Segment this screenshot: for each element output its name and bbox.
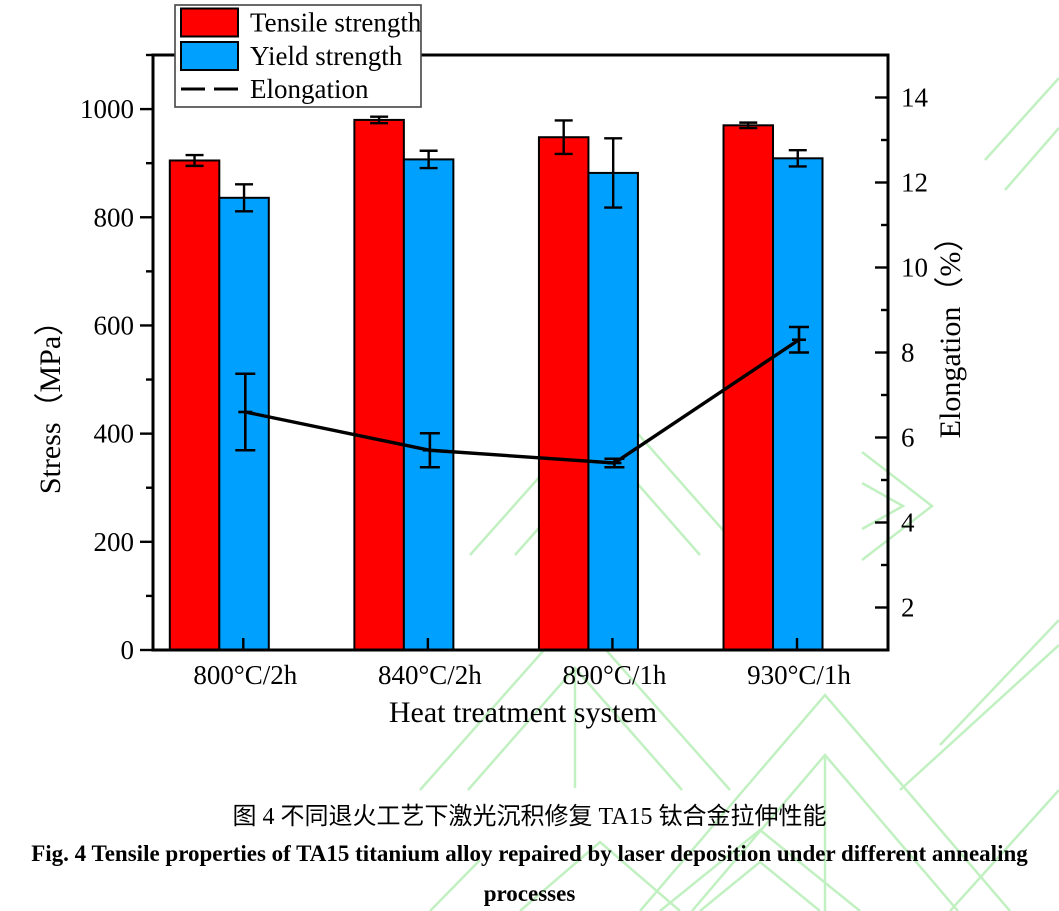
legend-swatch [180,41,239,71]
x-axis-title: Heat treatment system [389,696,657,729]
right-axis-tick-label: 14 [901,83,929,113]
tensile-bar [353,118,405,651]
tensile-bar [722,124,775,652]
bar-error-bars [185,115,807,213]
x-axis-tick-label: 930°C/1h [747,660,851,690]
caption-chinese: 图 4 不同退火工艺下激光沉积修复 TA15 钛合金拉伸性能 [232,804,827,830]
watermark-chevron [639,693,1011,911]
legend-label: Tensile strength [250,8,422,38]
axis-titles: Stress（MPa） Elongation（%） Heat treatment s… [34,222,967,729]
watermark-chevron [429,859,481,911]
axis-ticks [140,53,888,652]
watermark-chevrons [419,77,1059,911]
left-axis-tick-label: 0 [121,635,135,665]
left-axis-tick-label: 800 [94,202,135,232]
right-axis-tick-label: 10 [901,253,928,283]
left-axis-title: Stress（MPa） [34,306,67,494]
right-axis-tick-label: 12 [901,168,928,198]
bars-group [168,118,824,652]
yield-bar [587,171,639,651]
watermark-chevron [1004,127,1059,191]
right-axis-tick-label: 8 [901,338,915,368]
yield-bar [772,157,824,651]
right-axis-tick-label: 4 [901,508,915,538]
left-axis-tick-label: 200 [94,527,135,557]
x-axis-tick-label: 800°C/2h [193,660,297,690]
watermark-chevron [939,619,1059,746]
legend-label: Yield strength [250,41,403,71]
watermark-chevron [899,644,1059,791]
watermark-chevron [699,860,821,911]
legend-swatch [180,7,239,38]
watermark-chevron [949,789,1059,911]
right-axis-title: Elongation（%） [934,222,967,439]
elongation-line [244,338,800,465]
axis-tick-labels: 0 200 400 600 800 1000 2 4 6 8 10 12 14 800°C/2h 840°C… [80,83,929,691]
right-axis-tick-label: 2 [901,593,915,623]
elongation-error-bars [235,325,810,469]
left-axis-tick-label: 600 [94,310,135,340]
right-axis-tick-label: 6 [901,423,915,453]
watermark-chevron [519,840,681,911]
x-axis-tick-label: 840°C/2h [378,660,482,690]
tensile-properties-chart: 0 200 400 600 800 1000 2 4 6 8 10 12 14 800°C/2h 840°C… [34,4,967,729]
yield-bar [402,158,455,652]
watermark-chevron [984,77,1059,161]
legend-label: Elongation [250,74,369,104]
x-axis-tick-label: 890°C/1h [563,660,667,690]
left-axis-tick-label: 1000 [80,94,134,124]
tensile-bar [168,159,221,652]
left-axis-tick-label: 400 [94,419,135,449]
watermark-chevron [861,451,935,561]
caption-english-line1: Fig. 4 Tensile properties of TA15 titani… [31,841,1028,866]
watermark-chevron [659,828,861,911]
tensile-bar [537,136,590,651]
caption-english-line2: processes [483,881,576,906]
